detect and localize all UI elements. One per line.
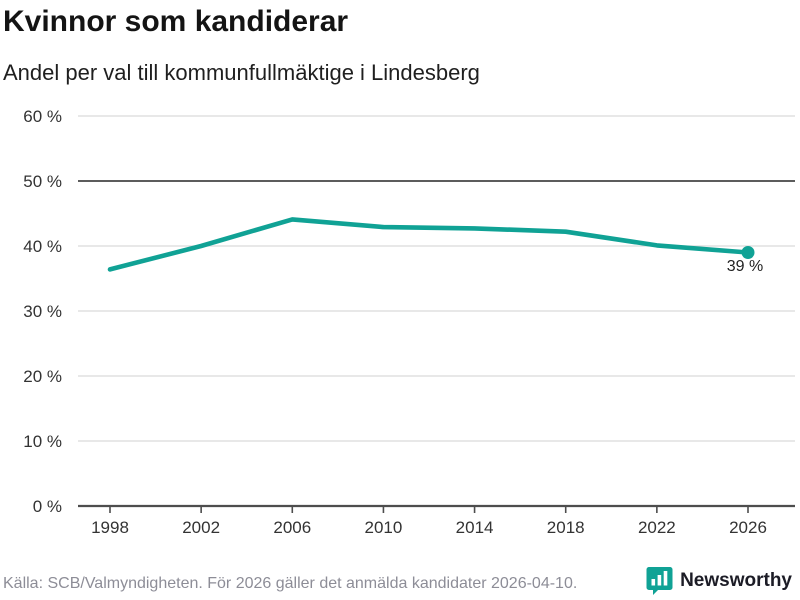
- y-tick-label-40: 40 %: [23, 237, 62, 256]
- y-tick-label-10: 10 %: [23, 432, 62, 451]
- x-tick-label-2014: 2014: [456, 518, 494, 537]
- y-tick-label-0: 0 %: [33, 497, 62, 516]
- end-point-marker: [741, 246, 755, 259]
- x-tick-label-2002: 2002: [182, 518, 220, 537]
- x-tick-label-2022: 2022: [638, 518, 676, 537]
- x-tick-label-2006: 2006: [273, 518, 311, 537]
- y-tick-label-30: 30 %: [23, 302, 62, 321]
- x-tick-label-2018: 2018: [547, 518, 585, 537]
- x-tick-label-1998: 1998: [91, 518, 129, 537]
- y-tick-label-20: 20 %: [23, 367, 62, 386]
- x-tick-label-2010: 2010: [365, 518, 403, 537]
- page-title: Kvinnor som kandiderar: [3, 5, 349, 38]
- y-tick-label-50: 50 %: [23, 172, 62, 191]
- y-tick-label-60: 60 %: [23, 107, 62, 126]
- data-line-women-candidates: [107, 217, 751, 272]
- footer: Källa: SCB/Valmyndigheten. För 2026 gäll…: [0, 562, 800, 600]
- end-value-label: 39 %: [726, 258, 764, 275]
- brand-lockup: Newsworthy: [646, 566, 792, 596]
- x-tick-label-2026: 2026: [729, 518, 767, 537]
- brand-name: Newsworthy: [680, 570, 792, 591]
- newsworthy-logo-icon: [646, 567, 673, 595]
- chart-subtitle: Andel per val till kommunfullmäktige i L…: [3, 60, 480, 85]
- source-attribution: Källa: SCB/Valmyndigheten. För 2026 gäll…: [3, 575, 578, 592]
